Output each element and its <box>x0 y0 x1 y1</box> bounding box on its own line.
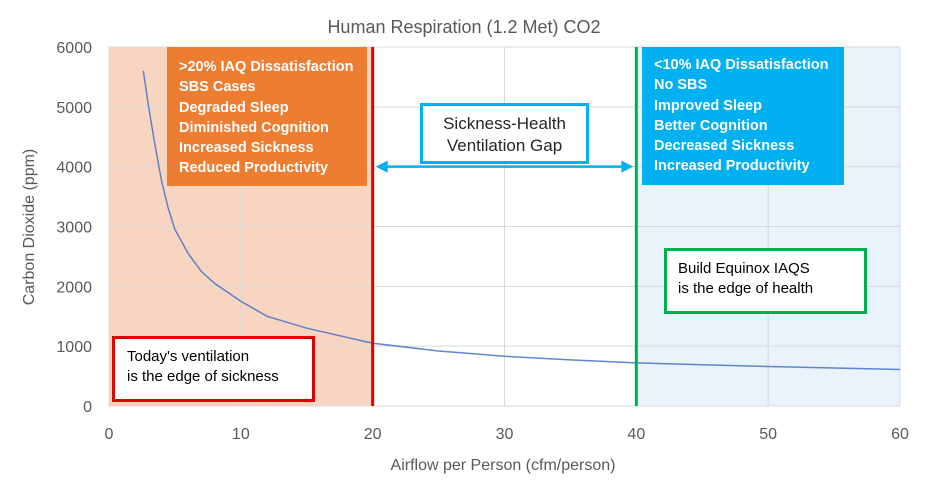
y-tick-label: 3000 <box>56 220 92 237</box>
sickness-effect-item: Increased Sickness <box>179 140 314 157</box>
health-edge-line: is the edge of health <box>678 280 814 297</box>
sickness-edge-line: Today's ventilation <box>127 348 250 365</box>
sickness-effect-item: Reduced Productivity <box>179 160 329 177</box>
chart-title: Human Respiration (1.2 Met) CO2 <box>327 17 600 37</box>
health-effect-item: Decreased Sickness <box>654 138 795 155</box>
x-tick-label: 10 <box>232 426 250 443</box>
sickness-edge-line: is the edge of sickness <box>127 368 279 385</box>
health-effect-item: No SBS <box>654 77 708 94</box>
health-effect-item: Better Cognition <box>654 117 768 134</box>
gap-label-line: Ventilation Gap <box>446 136 563 155</box>
y-tick-label: 6000 <box>56 40 92 57</box>
x-tick-label: 60 <box>891 426 909 443</box>
y-tick-label: 0 <box>83 399 92 416</box>
y-axis-label: Carbon Dioxide (ppm) <box>21 149 38 306</box>
sickness-effect-item: Diminished Cognition <box>179 119 329 136</box>
y-tick-label: 2000 <box>56 279 92 296</box>
health-edge-note: Build Equinox IAQS is the edge of health <box>664 248 867 314</box>
gap-arrow-head-right <box>621 160 634 173</box>
x-tick-label: 50 <box>759 426 777 443</box>
x-axis-label: Airflow per Person (cfm/person) <box>391 457 616 474</box>
x-tick-label: 0 <box>105 426 114 443</box>
x-tick-label: 40 <box>627 426 645 443</box>
sickness-edge-note: Today's ventilation is the edge of sickn… <box>112 336 315 402</box>
sickness-effect-item: Degraded Sleep <box>179 99 289 116</box>
health-effect-item: Increased Productivity <box>654 158 810 175</box>
x-tick-label: 30 <box>496 426 514 443</box>
health-effects-box: <10% IAQ Dissatisfaction No SBS Improved… <box>642 47 844 185</box>
health-effect-item: Improved Sleep <box>654 97 762 114</box>
co2-curve <box>142 70 901 371</box>
threshold-lines <box>371 47 638 406</box>
y-tick-label: 1000 <box>56 339 92 356</box>
health-edge-line: Build Equinox IAQS <box>678 260 810 277</box>
tick-labels: 0 1000 2000 3000 4000 5000 6000 0 10 20 30 40 50 60 <box>56 40 909 443</box>
y-tick-label: 5000 <box>56 100 92 117</box>
ventilation-gap-label: Sickness-Health Ventilation Gap <box>420 103 589 164</box>
sickness-effect-item: >20% IAQ Dissatisfaction <box>179 59 354 75</box>
health-effect-item: <10% IAQ Dissatisfaction <box>654 57 829 73</box>
gap-label-line: Sickness-Health <box>443 114 566 133</box>
x-tick-label: 20 <box>364 426 382 443</box>
gap-arrow-head-left <box>375 160 388 173</box>
gap-arrow <box>375 160 634 173</box>
sickness-effects-box: >20% IAQ Dissatisfaction SBS Cases Degra… <box>167 47 367 186</box>
sickness-effect-item: SBS Cases <box>179 79 256 96</box>
co2-series <box>142 70 901 371</box>
y-tick-label: 4000 <box>56 160 92 177</box>
